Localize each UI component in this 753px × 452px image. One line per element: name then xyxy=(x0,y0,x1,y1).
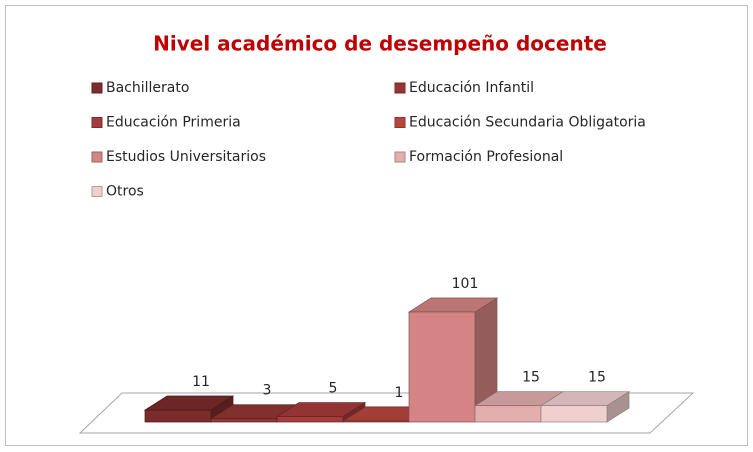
data-label: 5 xyxy=(329,381,338,397)
data-label: 15 xyxy=(522,370,540,386)
legend-swatch xyxy=(91,117,103,128)
data-label: 101 xyxy=(452,276,479,292)
data-label: 1 xyxy=(395,385,404,401)
bar xyxy=(342,420,410,423)
legend-label: Otros xyxy=(106,184,144,200)
legend-label: Educación Primeria xyxy=(106,115,241,131)
bar xyxy=(474,405,542,423)
chart-title: Nivel académico de desempeño docente xyxy=(153,32,607,56)
data-label: 11 xyxy=(192,374,210,390)
legend-swatch xyxy=(394,117,406,128)
legend-swatch xyxy=(394,82,406,94)
bar xyxy=(210,418,278,423)
legend-label: Educación Secundaria Obligatoria xyxy=(409,115,646,131)
data-label: 3 xyxy=(263,383,272,399)
legend-swatch xyxy=(91,151,103,163)
legend-label: Estudios Universitarios xyxy=(106,149,266,165)
legend-label: Bachillerato xyxy=(106,80,189,96)
legend-swatch xyxy=(91,186,103,197)
bar xyxy=(408,311,476,423)
legend-label: Educación Infantil xyxy=(409,80,534,96)
bar xyxy=(144,409,212,423)
legend-swatch xyxy=(91,82,103,94)
chart-frame xyxy=(5,5,748,446)
data-label: 15 xyxy=(588,370,606,386)
legend-label: Formación Profesional xyxy=(409,149,563,165)
bar xyxy=(540,405,608,423)
legend-swatch xyxy=(394,151,406,163)
bar xyxy=(276,416,344,423)
